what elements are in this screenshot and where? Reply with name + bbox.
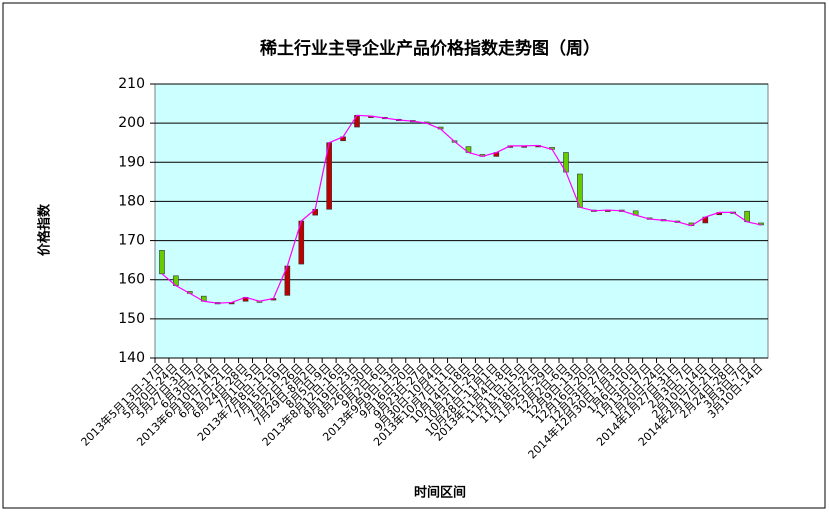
y-axis-label: 价格指数 — [37, 203, 53, 256]
candle-body — [159, 250, 165, 275]
y-tick-label: 170 — [118, 233, 145, 249]
y-tick-label: 160 — [118, 272, 145, 288]
y-tick-label: 150 — [118, 311, 145, 327]
y-tick-label: 210 — [118, 76, 145, 92]
close-line — [161, 114, 762, 304]
y-tick-label: 200 — [118, 115, 145, 131]
y-tick-label: 190 — [118, 154, 145, 170]
y-tick-label: 140 — [118, 350, 145, 366]
chart-title: 稀土行业主导企业产品价格指数走势图（周） — [260, 38, 600, 59]
x-axis-label: 时间区间 — [414, 485, 466, 501]
y-tick-label: 180 — [118, 193, 145, 209]
